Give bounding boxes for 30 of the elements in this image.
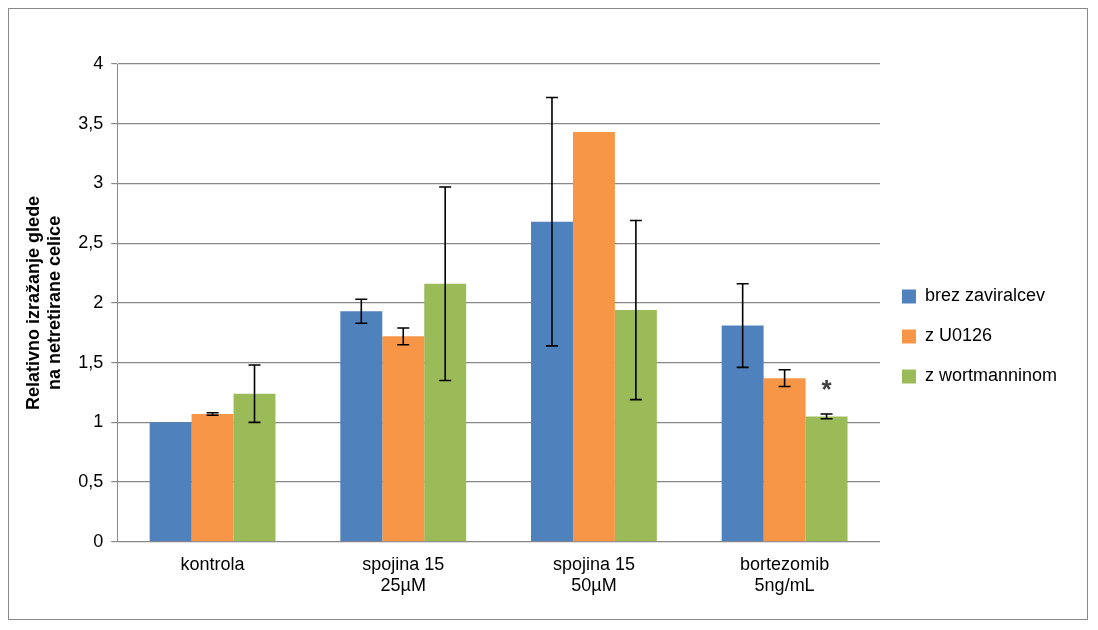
x-tick-label: bortezomib 5ng/mL: [740, 553, 830, 596]
bar: [191, 413, 234, 542]
y-tick-label: 3: [93, 172, 104, 193]
y-tick-label: 2,5: [78, 232, 104, 253]
bar: [805, 416, 848, 542]
bar: [614, 310, 657, 542]
annotation: *: [821, 373, 833, 404]
x-tick-label: spojina 15 25µM: [362, 553, 445, 596]
bar: [424, 283, 467, 542]
y-axis-title: Relativno izražanje glede na netretirane celice: [22, 195, 65, 410]
legend-label: z wortmanninom: [924, 365, 1057, 386]
y-tick-label: 0: [93, 530, 104, 551]
bar: [233, 393, 276, 542]
bar: [763, 378, 806, 542]
legend-label: brez zaviralcev: [924, 285, 1045, 306]
bar: [340, 311, 383, 542]
y-tick-label: 1: [93, 411, 104, 432]
y-tick-label: 2: [93, 291, 104, 312]
bar: [721, 325, 764, 542]
bar: [572, 132, 615, 542]
y-tick-label: 0,5: [78, 471, 104, 492]
bar: [531, 221, 573, 542]
x-tick-label: spojina 15 50µM: [552, 553, 635, 596]
x-tick-label: kontrola: [180, 553, 246, 574]
y-tick-label: 1,5: [78, 351, 104, 372]
y-tick-label: 4: [93, 52, 104, 73]
legend-label: z U0126: [924, 325, 992, 346]
bar: [382, 336, 425, 542]
y-tick-label: 3,5: [78, 112, 104, 133]
bar: [149, 422, 192, 542]
